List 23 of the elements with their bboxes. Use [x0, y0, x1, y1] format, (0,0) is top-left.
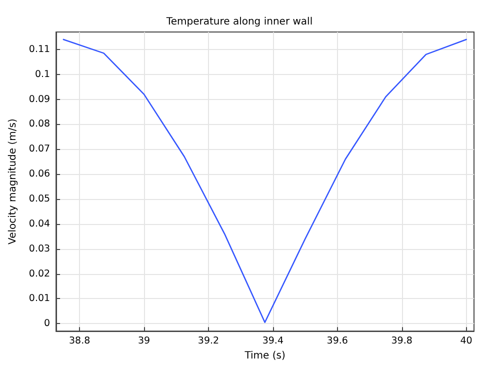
x-tick-label: 39.6: [326, 336, 348, 347]
x-tick-label: 39.2: [198, 336, 220, 347]
x-tick-label: 40: [460, 336, 472, 347]
y-tick-label: 0: [44, 318, 50, 330]
y-tick-label: 0.01: [28, 293, 50, 304]
y-tick-label: 0.1: [34, 68, 50, 80]
y-tick-label: 0.07: [28, 144, 50, 155]
x-axis-title: Time (s): [244, 350, 286, 362]
x-tick-label: 39.4: [262, 336, 284, 347]
y-tick-label: 0.09: [28, 94, 50, 105]
chart-title: Temperature along inner wall: [165, 16, 313, 28]
x-tick-label: 39: [138, 336, 150, 347]
x-tick-label: 38.8: [69, 336, 90, 347]
y-tick-label: 0.11: [28, 44, 50, 55]
y-axis-title: Velocity magnitude (m/s): [8, 118, 18, 244]
y-tick-label: 0.02: [28, 268, 50, 280]
y-tick-label: 0.06: [28, 168, 50, 180]
x-tick-label: 39.8: [391, 336, 412, 347]
line-series: [62, 38, 467, 324]
y-tick-label: 0.05: [28, 193, 50, 204]
y-tick-label: 0.03: [28, 243, 50, 254]
y-tick-label: 0.08: [28, 118, 50, 130]
y-tick-label: 0.04: [28, 218, 50, 230]
